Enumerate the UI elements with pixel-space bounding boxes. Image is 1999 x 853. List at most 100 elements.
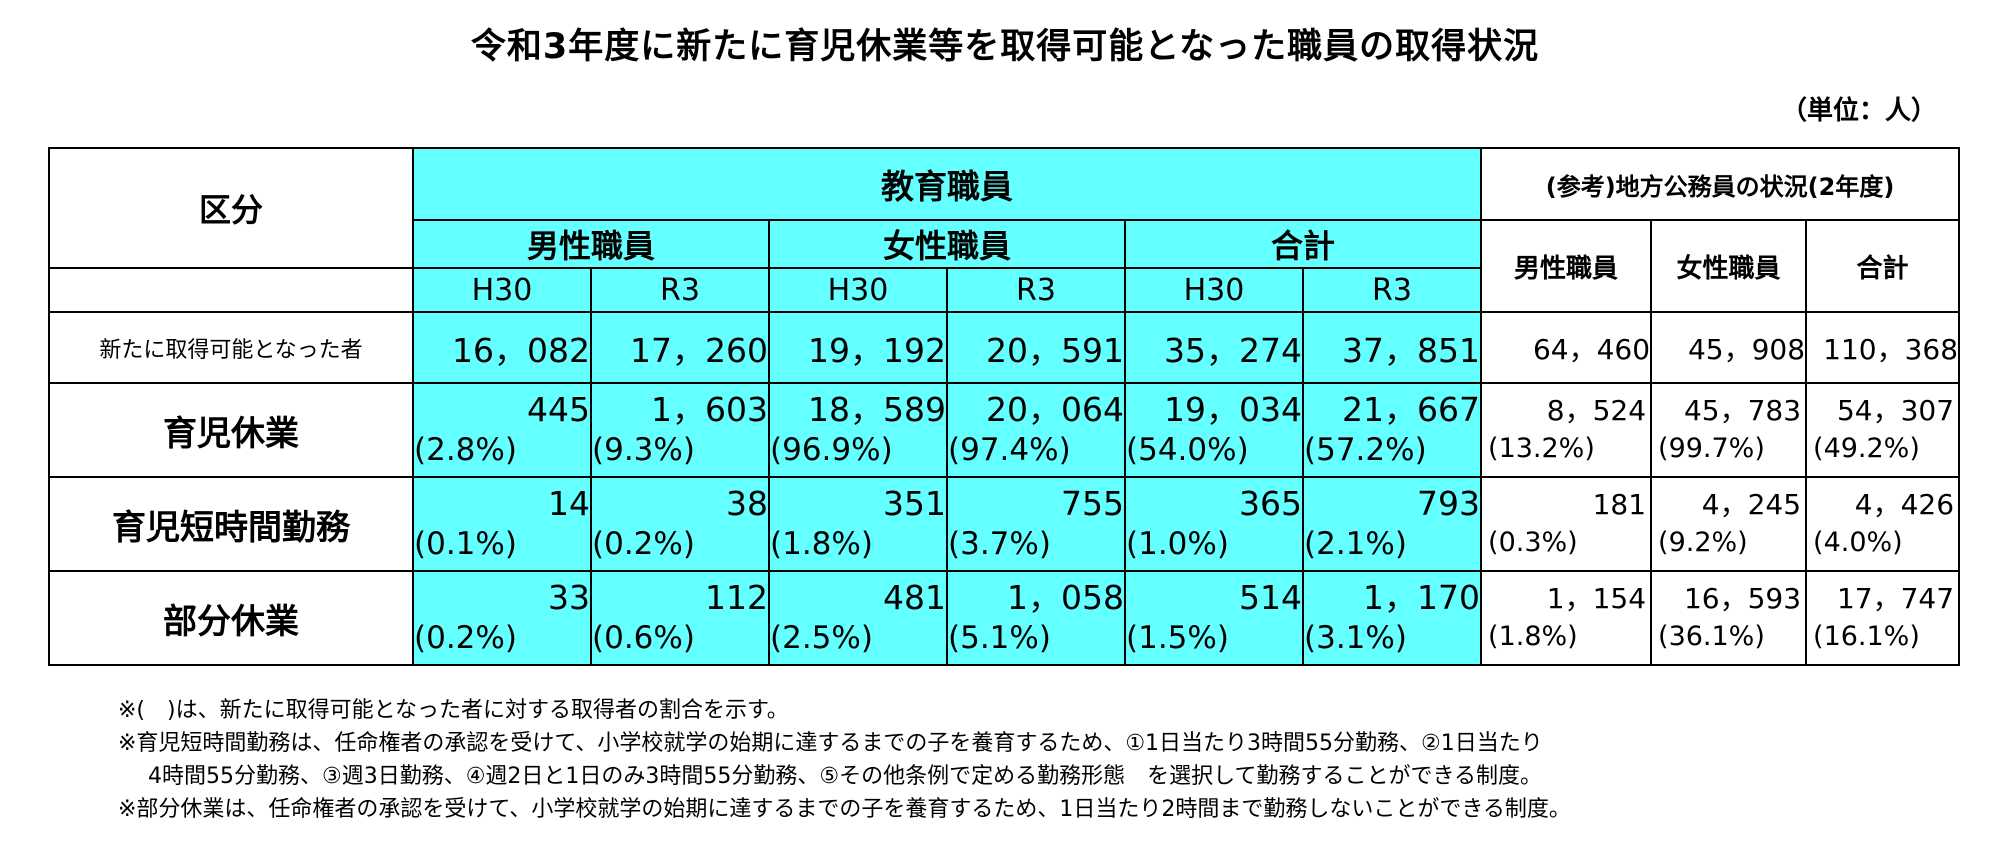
footnote: 4時間55分勤務、③週3日勤務、④週2日と1日のみ3時間55分勤務、⑤その他条例… — [148, 764, 1543, 789]
kubun-header: 区分 — [48, 147, 414, 269]
year-header: R3 — [1301, 267, 1483, 313]
value-cell: 481 (2.5%) — [768, 570, 948, 666]
value-cell: 21，667 (57.2%) — [1301, 382, 1483, 478]
ref-value-cell: 45，908 — [1650, 311, 1808, 384]
value-cell: 1，058 (5.1%) — [946, 570, 1126, 666]
ref-value-cell: 45，783 (99.7%) — [1650, 382, 1808, 478]
ref-female-header: 女性職員 — [1650, 219, 1808, 313]
percent-value: (3.7%) — [948, 526, 1051, 562]
count-value: 18，589 — [808, 390, 946, 429]
row-label: 育児休業 — [48, 382, 414, 478]
count-value: 21，667 — [1342, 390, 1481, 429]
table-row: 育児休業 445 (2.8%) 1，603 (9.3%) 18，589 (96.9%)… — [48, 382, 1961, 478]
footnotes: ※( )は、新たに取得可能となった者に対する取得者の割合を示す。 ※育児短時間勤… — [118, 694, 1571, 826]
ref-value-cell: 64，460 — [1480, 311, 1653, 384]
value-cell: 37，851 — [1301, 311, 1483, 384]
value-cell: 18，589 (96.9%) — [768, 382, 948, 478]
ref-value-cell: 16，593 (36.1%) — [1650, 570, 1808, 666]
count-value: 4，245 — [1701, 488, 1802, 521]
count-value: 481 — [883, 578, 946, 617]
year-header: H30 — [412, 267, 592, 313]
count-value: 1，603 — [651, 390, 768, 429]
percent-value: (0.2%) — [592, 526, 695, 562]
percent-value: (0.6%) — [592, 620, 695, 656]
value-cell: 793 (2.1%) — [1301, 476, 1483, 572]
value-cell: 445 (2.8%) — [412, 382, 592, 478]
female-group-header: 女性職員 — [768, 219, 1126, 269]
total-group-header: 合計 — [1123, 219, 1483, 269]
page-title: 令和3年度に新たに育児休業等を取得可能となった職員の取得状況 — [470, 27, 1540, 67]
ref-total-header: 合計 — [1805, 219, 1961, 313]
percent-value: (0.2%) — [414, 620, 517, 656]
value-cell: 1，603 (9.3%) — [590, 382, 770, 478]
count-value: 4，426 — [1854, 488, 1955, 521]
value-cell: 35，274 — [1124, 311, 1304, 384]
count-value: 351 — [883, 484, 946, 523]
table-row: 新たに取得可能となった者 16，082 17，260 19，192 20，591… — [48, 311, 1961, 384]
ref-value-cell: 110，368 — [1805, 311, 1961, 384]
count-value: 514 — [1239, 578, 1302, 617]
percent-value: (36.1%) — [1658, 621, 1765, 652]
percent-value: (9.3%) — [592, 432, 695, 468]
year-header: R3 — [946, 267, 1126, 313]
count-value: 45，783 — [1683, 394, 1802, 427]
value-cell: 1，170 (3.1%) — [1301, 570, 1483, 666]
percent-value: (13.2%) — [1488, 433, 1595, 464]
percent-value: (1.0%) — [1126, 526, 1229, 562]
count-value: 1，058 — [1007, 578, 1124, 617]
ref-value-cell: 4，245 (9.2%) — [1650, 476, 1808, 572]
ref-value-cell: 54，307 (49.2%) — [1805, 382, 1961, 478]
count-value: 8，524 — [1546, 394, 1647, 427]
count-value: 14 — [548, 484, 590, 523]
count-value: 20，064 — [986, 390, 1124, 429]
value-cell: 20，064 (97.4%) — [946, 382, 1126, 478]
value-cell: 365 (1.0%) — [1124, 476, 1304, 572]
value-cell: 755 (3.7%) — [946, 476, 1126, 572]
count-value: 17，747 — [1836, 582, 1955, 615]
count-value: 19，034 — [1164, 390, 1302, 429]
count-value: 33 — [548, 578, 590, 617]
percent-value: (97.4%) — [948, 432, 1071, 468]
row-label: 育児短時間勤務 — [48, 476, 414, 572]
unit-label: （単位：人） — [1780, 96, 1937, 126]
count-value: 38 — [726, 484, 768, 523]
kubun-header-spacer — [48, 268, 414, 313]
kyoiku-header: 教育職員 — [411, 147, 1483, 221]
percent-value: (5.1%) — [948, 620, 1051, 656]
value-cell: 19，192 — [768, 311, 948, 384]
row-label: 新たに取得可能となった者 — [48, 311, 414, 384]
value-cell: 38 (0.2%) — [590, 476, 770, 572]
percent-value: (0.1%) — [414, 526, 517, 562]
value-cell: 351 (1.8%) — [768, 476, 948, 572]
percent-value: (96.9%) — [770, 432, 893, 468]
value-cell: 514 (1.5%) — [1124, 570, 1304, 666]
value-cell: 19，034 (54.0%) — [1124, 382, 1304, 478]
percent-value: (3.1%) — [1304, 620, 1407, 656]
year-header: H30 — [768, 267, 948, 313]
value-cell: 112 (0.6%) — [590, 570, 770, 666]
count-value: 1，170 — [1363, 578, 1481, 617]
ref-male-header: 男性職員 — [1480, 219, 1653, 313]
value-cell: 20，591 — [946, 311, 1126, 384]
leave-status-table: 区分 教育職員 (参考)地方公務員の状況(2年度) 男性職員 女性職員 合計 男… — [48, 147, 1961, 666]
value-cell: 16，082 — [412, 311, 592, 384]
footnote: ※( )は、新たに取得可能となった者に対する取得者の割合を示す。 — [118, 698, 789, 723]
percent-value: (2.1%) — [1304, 526, 1407, 562]
value-cell: 17，260 — [590, 311, 770, 384]
ref-value-cell: 1，154 (1.8%) — [1480, 570, 1653, 666]
count-value: 181 — [1592, 488, 1647, 521]
percent-value: (4.0%) — [1813, 527, 1903, 558]
percent-value: (16.1%) — [1813, 621, 1920, 652]
ref-value-cell: 8，524 (13.2%) — [1480, 382, 1653, 478]
footnote: ※育児短時間勤務は、任命権者の承認を受けて、小学校就学の始期に達するまでの子を養… — [118, 731, 1543, 756]
year-header: R3 — [590, 267, 770, 313]
count-value: 16，593 — [1683, 582, 1802, 615]
value-cell: 14 (0.1%) — [412, 476, 592, 572]
table-row: 育児短時間勤務 14 (0.1%) 38 (0.2%) 351 (1.8%) 755(… — [48, 476, 1961, 572]
count-value: 1，154 — [1546, 582, 1647, 615]
percent-value: (1.8%) — [1488, 621, 1578, 652]
row-label: 部分休業 — [48, 570, 414, 666]
percent-value: (9.2%) — [1658, 527, 1748, 558]
count-value: 793 — [1417, 484, 1481, 523]
count-value: 54，307 — [1836, 394, 1955, 427]
